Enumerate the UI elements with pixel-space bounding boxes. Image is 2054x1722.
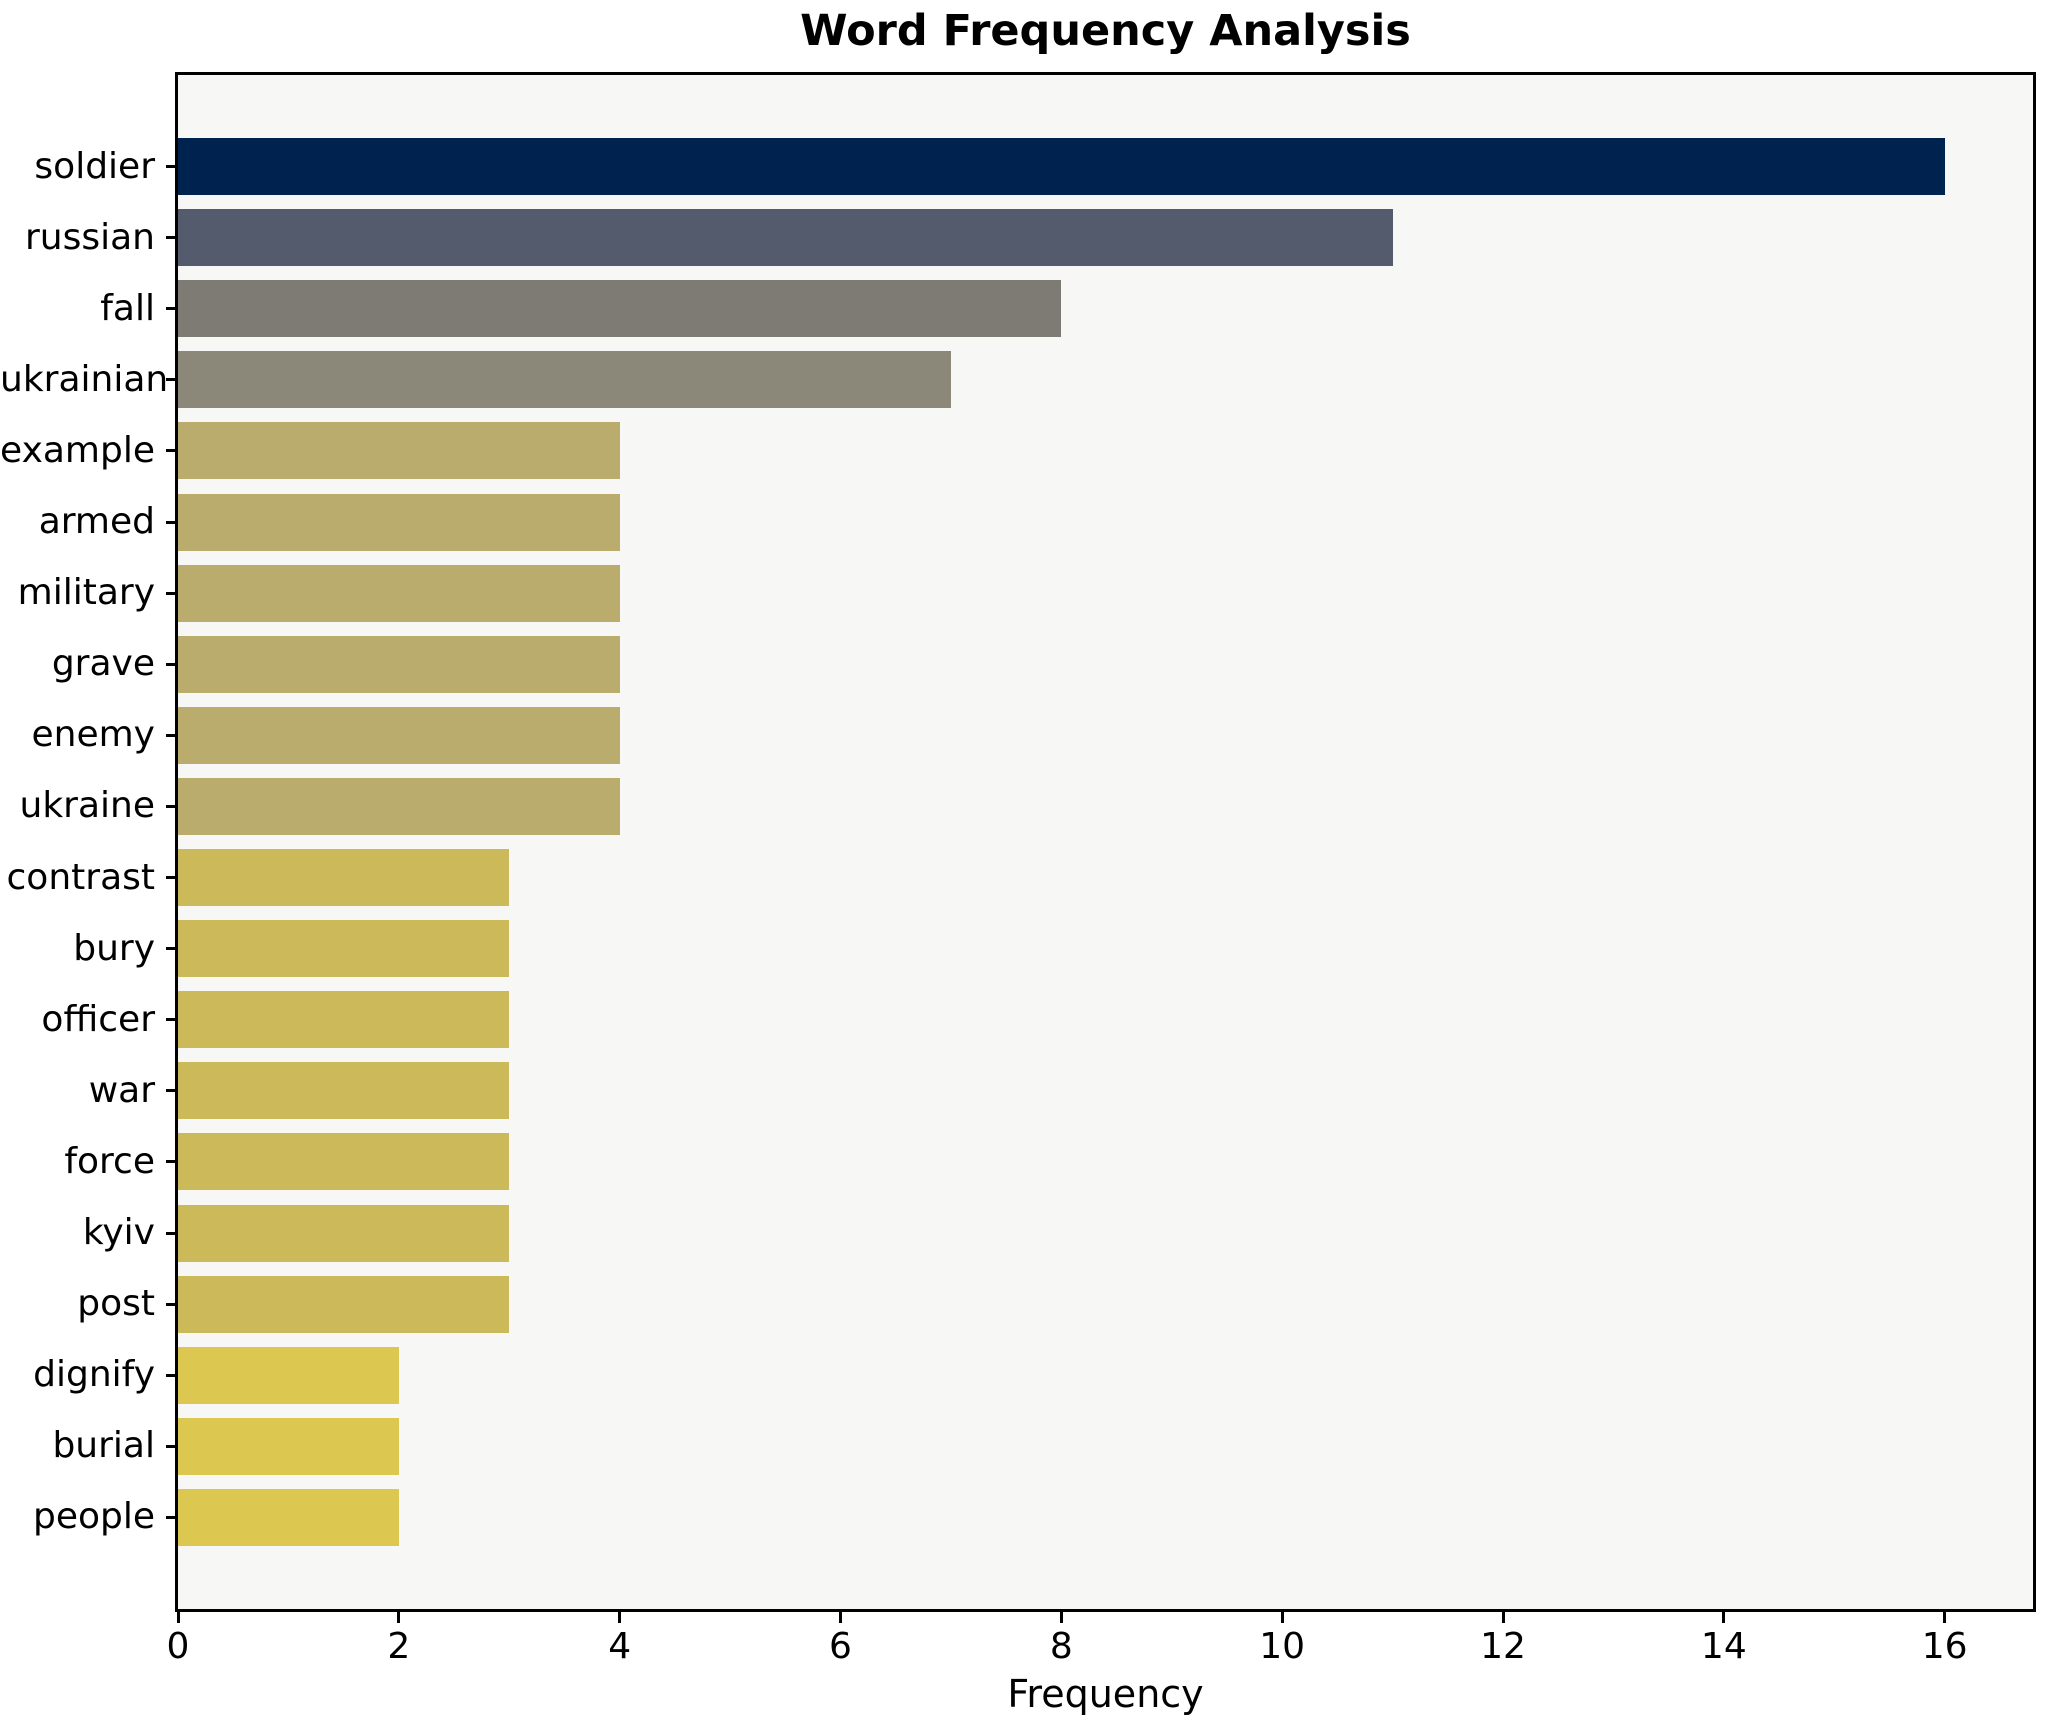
- bar-enemy: [178, 706, 620, 764]
- y-axis-label-dignify: dignify: [33, 1354, 155, 1396]
- x-tick: [176, 1612, 180, 1623]
- y-tick: [166, 236, 175, 240]
- y-axis-label-ukrainian: ukrainian: [0, 358, 169, 400]
- bar-people: [178, 1488, 399, 1546]
- y-axis-label-enemy: enemy: [31, 714, 156, 756]
- bar-bury: [178, 920, 510, 978]
- bar-russian: [178, 209, 1393, 267]
- y-tick: [166, 804, 175, 808]
- y-axis-label-war: war: [88, 1069, 155, 1111]
- y-tick: [166, 876, 175, 880]
- y-tick: [166, 1373, 175, 1377]
- y-axis-label-example: example: [0, 429, 155, 471]
- x-tick-label-16: 16: [1921, 1626, 1968, 1667]
- y-axis-label-soldier: soldier: [34, 145, 155, 187]
- x-tick: [1943, 1612, 1947, 1623]
- bar-force: [178, 1133, 510, 1191]
- x-tick-label-0: 0: [166, 1626, 190, 1667]
- y-tick: [166, 520, 175, 524]
- x-tick: [1722, 1612, 1726, 1623]
- y-tick: [166, 378, 175, 382]
- bar-ukrainian: [178, 351, 951, 409]
- y-axis-label-force: force: [64, 1140, 155, 1182]
- bar-kyiv: [178, 1204, 510, 1262]
- y-axis-label-burial: burial: [52, 1425, 155, 1467]
- x-tick: [397, 1612, 401, 1623]
- y-axis-label-russian: russian: [24, 216, 155, 258]
- bar-grave: [178, 635, 620, 693]
- bar-armed: [178, 493, 620, 551]
- x-tick-label-12: 12: [1480, 1626, 1526, 1667]
- x-tick: [1059, 1612, 1063, 1623]
- x-tick-label-2: 2: [387, 1626, 411, 1667]
- x-tick: [1280, 1612, 1284, 1623]
- chart-title: Word Frequency Analysis: [800, 6, 1411, 56]
- bar-post: [178, 1275, 510, 1333]
- y-tick: [166, 1231, 175, 1235]
- y-axis-label-bury: bury: [73, 927, 155, 969]
- x-tick-label-6: 6: [829, 1626, 852, 1667]
- plot-area: [175, 72, 2036, 1612]
- y-tick: [166, 733, 175, 737]
- bar-dignify: [178, 1346, 399, 1404]
- x-tick-label-4: 4: [608, 1626, 632, 1667]
- y-tick: [166, 1444, 175, 1448]
- y-tick: [166, 1089, 175, 1093]
- y-tick: [166, 591, 175, 595]
- y-tick: [166, 165, 175, 169]
- y-axis-label-officer: officer: [41, 998, 155, 1040]
- x-tick-label-8: 8: [1049, 1626, 1073, 1667]
- y-axis-label-military: military: [17, 572, 155, 614]
- bar-ukraine: [178, 777, 620, 835]
- y-axis-label-armed: armed: [38, 501, 155, 543]
- bar-soldier: [178, 138, 1945, 196]
- bar-contrast: [178, 849, 510, 907]
- y-tick: [166, 947, 175, 951]
- y-tick: [166, 449, 175, 453]
- x-tick: [839, 1612, 842, 1623]
- y-tick: [166, 1160, 175, 1164]
- y-tick: [166, 1515, 175, 1519]
- x-tick: [1501, 1612, 1505, 1623]
- y-axis-label-post: post: [77, 1283, 155, 1325]
- y-axis-label-ukraine: ukraine: [19, 785, 156, 827]
- y-axis-label-fall: fall: [100, 287, 155, 329]
- y-tick: [166, 1018, 175, 1022]
- y-axis-label-contrast: contrast: [6, 856, 155, 898]
- x-tick: [618, 1612, 622, 1623]
- x-axis-title: Frequency: [1007, 1672, 1204, 1716]
- y-tick: [166, 1302, 175, 1306]
- x-tick-label-14: 14: [1700, 1626, 1747, 1667]
- bar-example: [178, 422, 620, 480]
- y-axis-label-grave: grave: [51, 643, 155, 685]
- y-tick: [166, 662, 175, 666]
- y-axis-label-people: people: [32, 1496, 155, 1538]
- bar-officer: [178, 991, 510, 1049]
- bar-war: [178, 1062, 510, 1120]
- bar-military: [178, 564, 620, 622]
- bar-fall: [178, 280, 1062, 338]
- x-tick-label-10: 10: [1259, 1626, 1306, 1667]
- y-axis-label-kyiv: kyiv: [82, 1212, 155, 1254]
- y-tick: [166, 307, 175, 311]
- bar-burial: [178, 1417, 399, 1475]
